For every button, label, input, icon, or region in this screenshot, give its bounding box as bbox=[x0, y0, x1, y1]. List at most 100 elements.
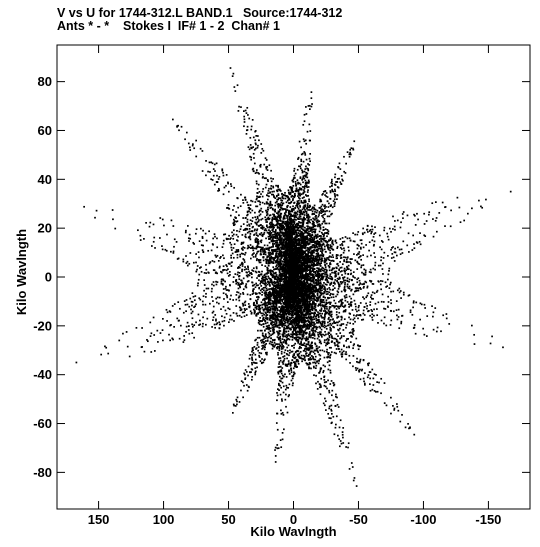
uv-point-2858 bbox=[254, 362, 257, 364]
uv-point-3398 bbox=[325, 268, 327, 271]
uv-point-2884 bbox=[305, 283, 307, 285]
uv-point-1924 bbox=[215, 318, 217, 321]
uv-point-4725 bbox=[434, 219, 437, 222]
uv-point-1357 bbox=[299, 177, 302, 179]
uv-point-3445 bbox=[310, 358, 313, 361]
uv-point-290 bbox=[300, 193, 303, 196]
uv-point-1063 bbox=[269, 214, 272, 216]
uv-point-2509 bbox=[320, 278, 322, 280]
uv-point-3977 bbox=[327, 318, 330, 320]
uv-point-3504 bbox=[298, 317, 301, 320]
uv-point-4040 bbox=[297, 196, 300, 199]
uv-point-4604 bbox=[323, 245, 326, 248]
uv-point-3100 bbox=[268, 222, 271, 225]
uv-point-1172 bbox=[285, 327, 288, 330]
uv-point-3086 bbox=[260, 239, 263, 242]
uv-point-4909 bbox=[293, 233, 296, 236]
uv-point-932 bbox=[296, 295, 299, 298]
uv-point-3812 bbox=[295, 225, 298, 228]
uv-point-231 bbox=[268, 257, 271, 259]
uv-point-4745 bbox=[211, 287, 213, 290]
uv-point-3970 bbox=[308, 287, 310, 290]
uv-point-1138 bbox=[264, 280, 266, 283]
uv-point-4601 bbox=[304, 304, 307, 307]
uv-point-4331 bbox=[352, 330, 354, 333]
uv-point-284 bbox=[294, 215, 297, 218]
uv-point-2293 bbox=[326, 210, 328, 212]
uv-point-618 bbox=[353, 240, 356, 243]
uv-point-2365 bbox=[237, 267, 239, 269]
uv-point-4720 bbox=[292, 375, 295, 377]
uv-point-4899 bbox=[268, 326, 270, 329]
uv-point-4039 bbox=[296, 204, 299, 207]
uv-point-29 bbox=[329, 288, 331, 291]
uv-point-2614 bbox=[281, 255, 284, 257]
uv-point-3522 bbox=[322, 316, 325, 319]
uv-point-4305 bbox=[326, 290, 329, 293]
uv-point-4420 bbox=[326, 337, 329, 340]
uv-point-3076 bbox=[276, 267, 278, 270]
uv-point-1136 bbox=[257, 284, 259, 287]
uv-point-1135 bbox=[254, 286, 257, 289]
uv-point-78 bbox=[348, 153, 351, 156]
uv-point-827 bbox=[237, 282, 240, 285]
uv-point-4092 bbox=[284, 229, 287, 232]
uv-point-1202 bbox=[304, 313, 307, 315]
uv-point-2225 bbox=[326, 307, 328, 310]
uv-point-2319 bbox=[291, 219, 293, 222]
uv-point-322 bbox=[271, 204, 273, 206]
uv-point-706 bbox=[317, 311, 319, 314]
uv-point-4388 bbox=[268, 301, 271, 304]
uv-point-4486 bbox=[222, 278, 224, 281]
uv-point-3403 bbox=[322, 276, 324, 279]
uv-point-981 bbox=[311, 234, 314, 237]
uv-point-4297 bbox=[249, 211, 252, 214]
uv-point-3094 bbox=[275, 245, 277, 247]
uv-point-1691 bbox=[312, 329, 315, 332]
uv-point-4514 bbox=[309, 247, 312, 250]
uv-point-1693 bbox=[319, 354, 322, 357]
uv-point-4938 bbox=[362, 312, 365, 315]
uv-point-4908 bbox=[292, 318, 294, 321]
uv-point-3438 bbox=[331, 394, 333, 397]
uv-point-1933 bbox=[212, 281, 215, 283]
uv-point-1989 bbox=[335, 257, 338, 260]
uv-point-4002 bbox=[268, 335, 271, 338]
uv-point-1803 bbox=[253, 252, 255, 255]
uv-point-3344 bbox=[298, 311, 301, 314]
uv-point-3461 bbox=[329, 318, 332, 321]
uv-point-2191 bbox=[325, 258, 328, 261]
uv-point-2351 bbox=[258, 292, 261, 294]
uv-point-1678 bbox=[321, 312, 324, 315]
uv-point-2290 bbox=[331, 182, 334, 185]
uv-point-1820 bbox=[310, 334, 312, 337]
uv-point-3840 bbox=[310, 325, 312, 328]
uv-point-817 bbox=[243, 301, 246, 304]
uv-point-2651 bbox=[281, 220, 284, 223]
uv-point-2664 bbox=[290, 208, 293, 210]
uv-point-4007 bbox=[267, 327, 269, 330]
uv-point-3392 bbox=[324, 261, 326, 264]
uv-point-4544 bbox=[279, 369, 282, 372]
uv-point-3464 bbox=[352, 355, 355, 357]
uv-point-3010 bbox=[253, 157, 255, 159]
uv-point-2743 bbox=[294, 304, 297, 307]
uv-point-4209 bbox=[271, 317, 274, 320]
uv-point-4231 bbox=[282, 254, 285, 256]
uv-point-4661 bbox=[335, 181, 337, 183]
uv-point-4365 bbox=[358, 263, 361, 265]
uv-point-4689 bbox=[222, 171, 224, 174]
uv-point-4494 bbox=[299, 226, 302, 229]
uv-point-1068 bbox=[263, 163, 266, 166]
uv-point-2404 bbox=[450, 209, 452, 212]
uv-point-1322 bbox=[329, 273, 332, 276]
uv-point-4058 bbox=[242, 303, 245, 306]
uv-point-1947 bbox=[259, 292, 261, 295]
uv-point-4703 bbox=[331, 336, 333, 338]
uv-point-2201 bbox=[347, 273, 350, 275]
uv-point-4063 bbox=[242, 288, 245, 291]
uv-point-3442 bbox=[324, 397, 326, 400]
uv-point-2148 bbox=[313, 352, 316, 355]
uv-point-3687 bbox=[230, 256, 233, 259]
uv-point-2181 bbox=[338, 268, 340, 271]
